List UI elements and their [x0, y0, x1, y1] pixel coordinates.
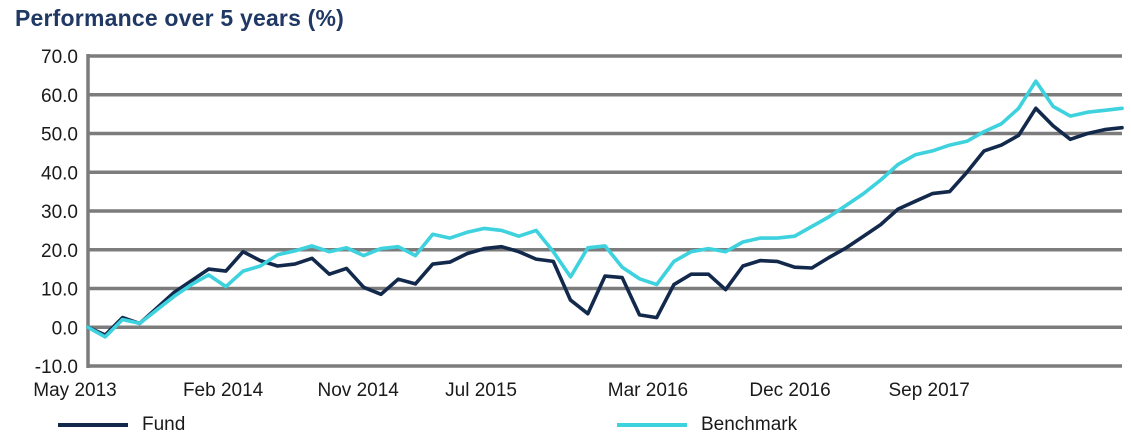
x-axis-tick-label: Mar 2016: [608, 380, 688, 401]
y-axis-tick-label: 50.0: [41, 125, 78, 146]
legend-label-fund: Fund: [142, 414, 186, 435]
legend-label-benchmark: Benchmark: [701, 414, 798, 435]
benchmark-line-swatch: [617, 423, 687, 427]
x-axis-tick-label: Feb 2014: [183, 380, 264, 401]
y-axis-tick-label: 0.0: [52, 318, 78, 339]
legend-item-benchmark: Benchmark: [617, 414, 797, 436]
chart-title: Performance over 5 years (%): [15, 5, 345, 31]
fund-line: [86, 106, 1124, 337]
x-axis-tick-label: Nov 2014: [318, 380, 400, 401]
y-axis-tick-label: 20.0: [41, 241, 78, 262]
y-axis-tick-label: 70.0: [41, 47, 78, 68]
x-axis-tick-label: Dec 2016: [749, 380, 830, 401]
x-axis-tick-label: May 2013: [33, 380, 116, 401]
x-axis-tick-label: Sep 2017: [888, 380, 969, 401]
y-axis-tick-label: -10.0: [35, 357, 78, 378]
benchmark-line: [86, 79, 1124, 339]
y-axis-tick-label: 30.0: [41, 202, 78, 223]
y-axis-tick-label: 40.0: [41, 163, 78, 184]
legend-item-fund: Fund: [58, 414, 185, 436]
x-axis-tick-label: Jul 2015: [445, 380, 517, 401]
y-axis-tick-label: 60.0: [41, 86, 78, 107]
y-axis-tick-label: 10.0: [41, 280, 78, 301]
fund-line-swatch: [58, 423, 128, 427]
